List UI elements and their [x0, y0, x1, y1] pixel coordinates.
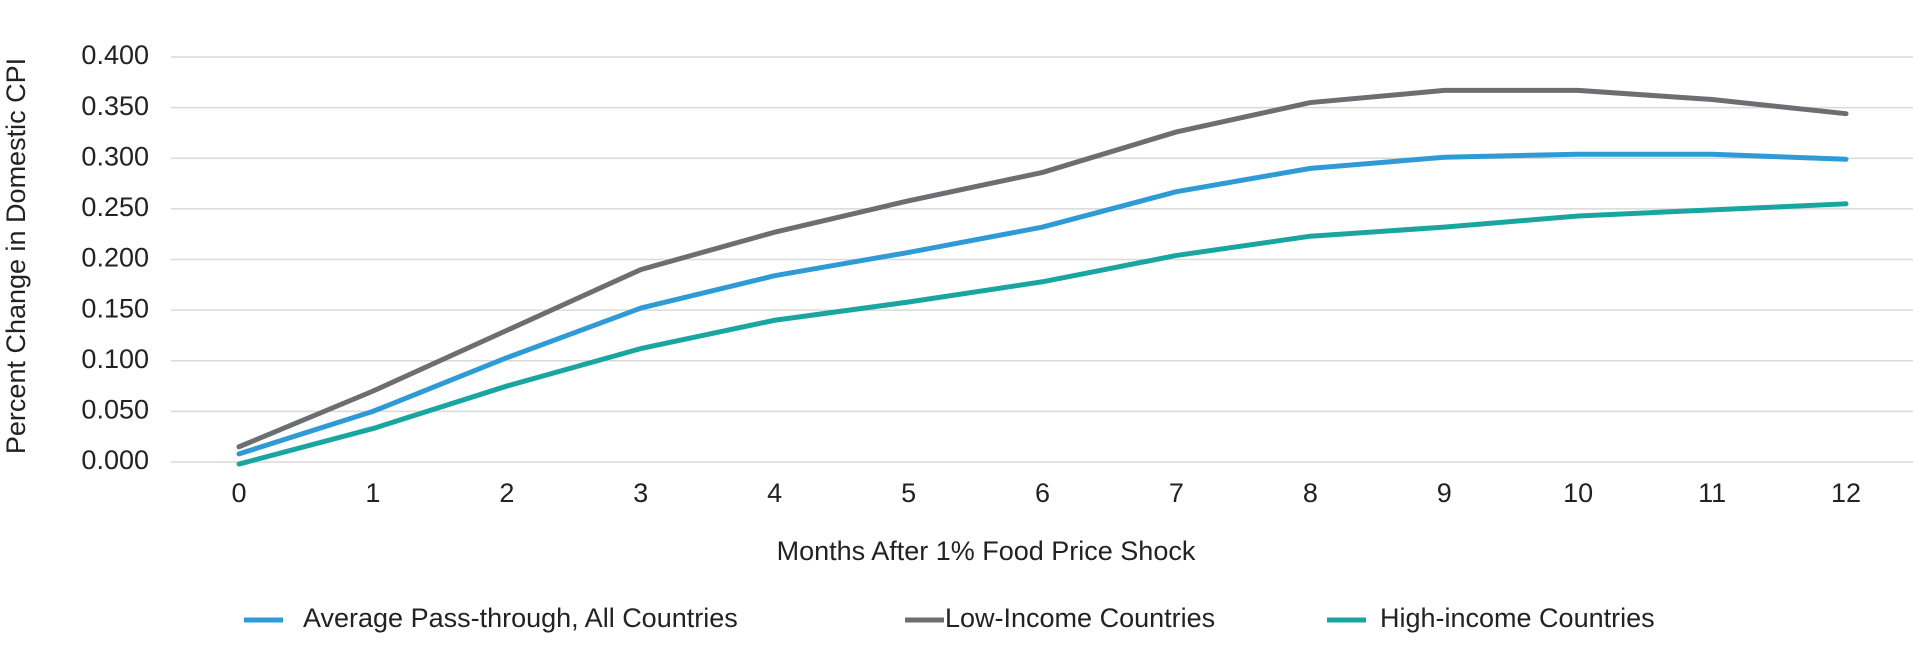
- x-tick-label: 4: [767, 478, 782, 508]
- legend-label: Average Pass-through, All Countries: [303, 603, 738, 633]
- y-tick-label: 0.400: [81, 40, 149, 70]
- y-tick-label: 0.100: [81, 344, 149, 374]
- x-tick-label: 5: [901, 478, 916, 508]
- x-tick-label: 10: [1563, 478, 1593, 508]
- legend-label: High-income Countries: [1380, 603, 1655, 633]
- y-tick-label: 0.350: [81, 91, 149, 121]
- x-axis-label: Months After 1% Food Price Shock: [777, 536, 1196, 566]
- y-tick-label: 0.300: [81, 141, 149, 171]
- x-tick-label: 6: [1035, 478, 1050, 508]
- series-line: [236, 201, 1849, 467]
- x-tick-label: 7: [1169, 478, 1184, 508]
- y-axis-label: Percent Change in Domestic CPI: [1, 58, 31, 454]
- legend-label: Low-Income Countries: [945, 603, 1215, 633]
- y-tick-label: 0.050: [81, 395, 149, 425]
- y-tick-label: 0.250: [81, 192, 149, 222]
- x-tick-label: 8: [1303, 478, 1318, 508]
- x-tick-label: 1: [365, 478, 380, 508]
- x-tick-label: 11: [1698, 478, 1726, 508]
- y-tick-label: 0.000: [81, 445, 149, 475]
- x-tick-label: 12: [1831, 478, 1861, 508]
- x-tick-label: 0: [231, 478, 246, 508]
- series-line: [236, 87, 1849, 450]
- x-tick-label: 3: [633, 478, 648, 508]
- x-tick-label: 9: [1437, 478, 1452, 508]
- y-tick-label: 0.200: [81, 243, 149, 273]
- y-tick-label: 0.150: [81, 293, 149, 323]
- series-line: [236, 151, 1849, 457]
- x-tick-label: 2: [499, 478, 514, 508]
